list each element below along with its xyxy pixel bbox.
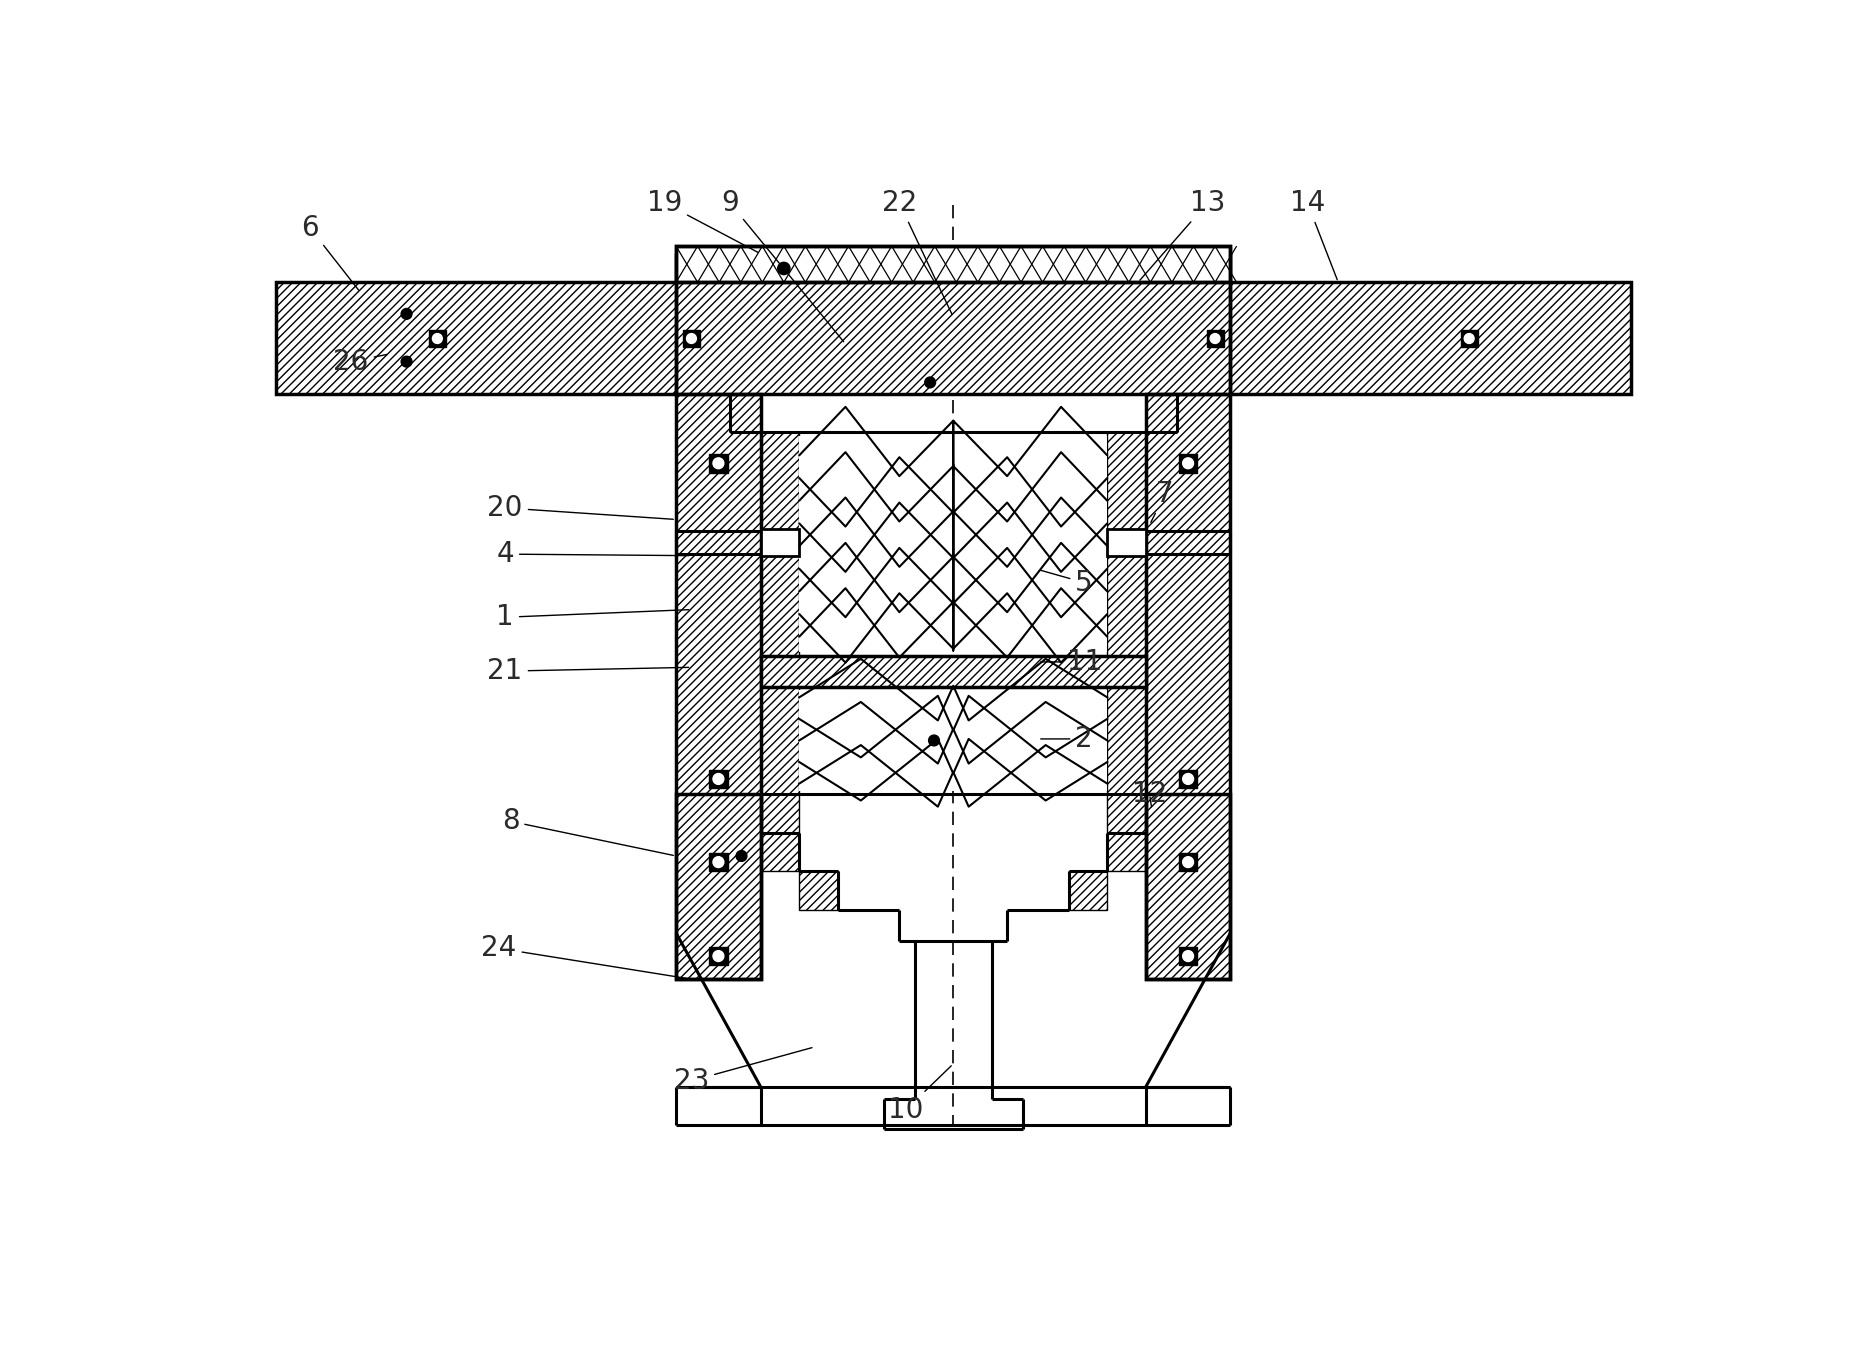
Bar — [1146, 394, 1231, 979]
Text: 7: 7 — [1151, 481, 1174, 523]
Text: 8: 8 — [502, 807, 673, 856]
Circle shape — [402, 356, 411, 367]
Circle shape — [712, 951, 724, 961]
Text: 19: 19 — [647, 189, 759, 253]
Text: 12: 12 — [1133, 781, 1168, 808]
Bar — [800, 436, 1107, 652]
Text: 9: 9 — [722, 189, 844, 342]
Bar — [709, 454, 727, 473]
Bar — [1146, 394, 1177, 432]
Bar — [675, 394, 761, 979]
Circle shape — [712, 458, 724, 469]
Text: 4: 4 — [497, 540, 688, 568]
Text: 5: 5 — [1040, 569, 1094, 596]
Bar — [1146, 794, 1231, 979]
Circle shape — [928, 735, 939, 746]
Bar — [1107, 832, 1146, 872]
Bar — [675, 794, 761, 979]
Text: 26: 26 — [333, 348, 387, 376]
Circle shape — [924, 378, 936, 388]
Bar — [1179, 947, 1198, 966]
Bar — [1207, 330, 1224, 348]
Bar — [1107, 794, 1146, 832]
Bar — [709, 770, 727, 788]
Text: 20: 20 — [487, 494, 673, 521]
Bar — [675, 394, 761, 979]
Circle shape — [777, 262, 790, 274]
Bar — [1070, 872, 1107, 910]
Bar — [675, 246, 1231, 282]
Bar — [761, 432, 800, 656]
Bar — [675, 794, 761, 979]
Text: 1: 1 — [497, 603, 688, 631]
Bar — [709, 853, 727, 872]
Bar — [761, 832, 800, 872]
Circle shape — [1183, 774, 1194, 785]
Text: 24: 24 — [482, 934, 688, 979]
Text: 14: 14 — [1289, 189, 1337, 280]
Circle shape — [1464, 334, 1475, 344]
Bar — [275, 282, 675, 394]
Bar — [1179, 770, 1198, 788]
Circle shape — [712, 857, 724, 868]
Bar — [275, 282, 675, 394]
Bar — [675, 255, 1231, 394]
Circle shape — [432, 334, 443, 344]
Bar — [761, 794, 800, 832]
Text: 10: 10 — [887, 1066, 950, 1124]
Bar — [1460, 330, 1477, 348]
Circle shape — [1211, 334, 1220, 344]
Bar — [1231, 282, 1631, 394]
Circle shape — [737, 850, 748, 861]
Text: 2: 2 — [1042, 725, 1094, 752]
Bar — [761, 687, 800, 794]
Bar — [1179, 454, 1198, 473]
Circle shape — [402, 308, 411, 319]
Text: 23: 23 — [673, 1047, 813, 1095]
Text: 22: 22 — [882, 189, 952, 315]
Bar — [800, 872, 837, 910]
Circle shape — [1183, 857, 1194, 868]
Text: 13: 13 — [1140, 189, 1226, 280]
Bar — [709, 947, 727, 966]
Bar — [1107, 687, 1146, 794]
Bar — [1146, 794, 1231, 979]
Text: 6: 6 — [301, 215, 359, 291]
Circle shape — [1183, 951, 1194, 961]
Bar — [1179, 853, 1198, 872]
Bar — [683, 330, 699, 348]
Bar — [761, 656, 1146, 687]
Bar — [430, 330, 446, 348]
Circle shape — [1183, 458, 1194, 469]
Circle shape — [712, 774, 724, 785]
Bar — [1231, 282, 1631, 394]
Bar — [675, 246, 1231, 282]
Bar — [675, 255, 1231, 394]
Circle shape — [686, 334, 696, 344]
Bar — [1146, 394, 1231, 979]
Bar — [1107, 432, 1146, 656]
Bar — [800, 690, 1107, 790]
Bar — [761, 528, 800, 557]
Bar — [761, 656, 1146, 687]
Text: 11: 11 — [1042, 648, 1101, 676]
Bar — [1107, 528, 1146, 557]
Text: 21: 21 — [487, 657, 688, 686]
Bar — [729, 394, 761, 432]
